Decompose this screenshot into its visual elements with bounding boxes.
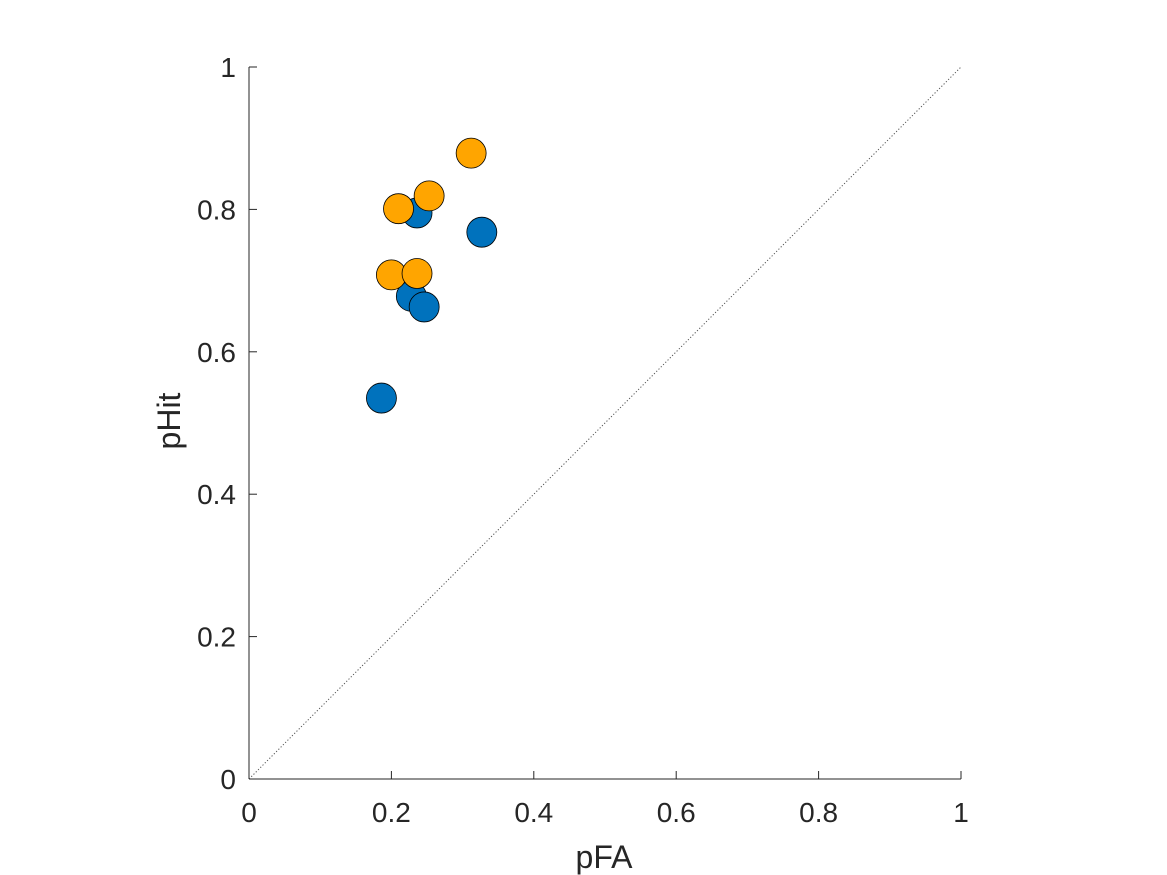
scatter-point xyxy=(383,193,414,225)
x-tick-label: 0.6 xyxy=(657,797,696,828)
scatter-point xyxy=(401,258,433,289)
series-2-points xyxy=(375,137,487,291)
y-tick-label: 0.8 xyxy=(197,194,236,225)
data-points xyxy=(366,137,498,414)
x-tick-label: 0 xyxy=(241,797,257,828)
y-tick-label: 0.4 xyxy=(197,479,236,510)
x-axis-label: pFA xyxy=(576,839,634,875)
y-axis-label: pHit xyxy=(151,392,187,449)
y-tick-label: 0.6 xyxy=(197,337,236,368)
x-tick-label: 1 xyxy=(953,797,969,828)
y-tick-label: 1 xyxy=(220,52,236,83)
scatter-point xyxy=(408,291,440,323)
x-tick-label: 0.4 xyxy=(514,797,553,828)
y-tick-label: 0.2 xyxy=(197,622,236,653)
y-tick-label: 0 xyxy=(220,764,236,795)
scatter-point xyxy=(413,180,445,212)
tick-labels: 0 0.2 0.4 0.6 0.8 1 0 0.2 0.4 0.6 0.8 1 xyxy=(197,52,969,828)
x-tick-label: 0.8 xyxy=(799,797,838,828)
axes xyxy=(248,66,962,780)
scatter-point xyxy=(455,137,487,169)
scatter-point xyxy=(366,382,397,414)
reference-diagonal-line xyxy=(248,66,962,780)
series-1-points xyxy=(366,197,498,414)
scatter-point xyxy=(466,216,498,248)
x-tick-label: 0.2 xyxy=(372,797,411,828)
reference-layer xyxy=(248,66,962,780)
